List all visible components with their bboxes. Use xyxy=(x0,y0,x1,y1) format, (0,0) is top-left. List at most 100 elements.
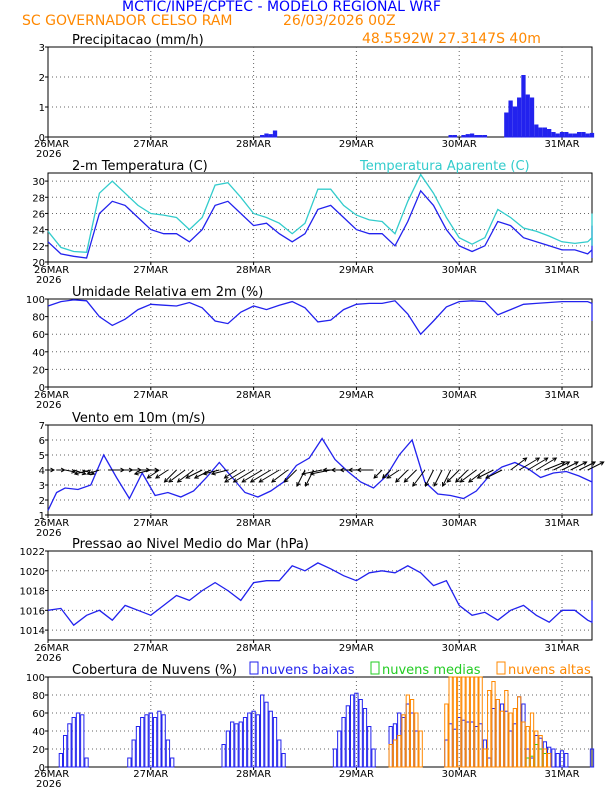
clouds-bar-nuvens-baixas xyxy=(62,735,68,768)
wind-vector-head xyxy=(50,467,56,473)
clouds-bar-nuvens-baixas xyxy=(255,714,261,768)
wind-vector xyxy=(544,461,566,471)
clouds-bar-nuvens-baixas xyxy=(277,739,282,768)
precip-bar-Precipitacao xyxy=(577,132,582,138)
wind-vector-head xyxy=(455,478,460,483)
wind-vector xyxy=(177,469,194,483)
clouds-bar-nuvens-baixas xyxy=(551,748,556,768)
wind-y-tick-label: 7 xyxy=(39,421,45,432)
wind-vector-head xyxy=(356,467,362,473)
wind-y-tick-label: 3 xyxy=(39,481,45,492)
clouds-y-tick-label: 100 xyxy=(26,673,45,684)
wind-vector xyxy=(382,469,392,479)
precip-bar-Precipitacao xyxy=(572,133,578,138)
wind-vector-head xyxy=(339,467,345,473)
wind-vector xyxy=(211,469,229,475)
wind-vector xyxy=(250,469,271,483)
pressure-y-tick-label: 1016 xyxy=(20,606,45,617)
temp-series-line-Temperatura-Aparente-C- xyxy=(47,173,593,253)
rh-y-tick-label: 0 xyxy=(39,383,45,394)
temp-x-tick-label: 27MAR xyxy=(133,265,168,276)
clouds-bar-nuvens-baixas xyxy=(165,739,171,768)
wind-vector xyxy=(468,469,486,483)
precip-bar-Precipitacao xyxy=(585,133,590,138)
wind-vector xyxy=(455,469,469,483)
wind-vector xyxy=(73,469,86,475)
clouds-bar-nuvens-baixas xyxy=(80,714,85,768)
wind-vector xyxy=(310,469,331,475)
clouds-bar-nuvens-baixas xyxy=(559,750,565,768)
wind-vector-head xyxy=(591,461,597,466)
wind-vector-head xyxy=(347,467,353,473)
wind-vector-head xyxy=(241,478,247,483)
wind-y-tick-label: 1 xyxy=(39,511,45,522)
clouds-bar-nuvens-altas xyxy=(457,676,462,768)
wind-vector-head xyxy=(232,478,238,483)
clouds-bar-nuvens-baixas xyxy=(148,712,153,768)
precip-x-tick-label: 26MAR xyxy=(34,139,69,150)
wind-vector xyxy=(87,469,100,475)
wind-x-tick-label: 28MAR xyxy=(236,518,271,529)
wind-vector-head xyxy=(210,470,216,476)
wind-vector-head xyxy=(485,474,491,479)
wind-vector xyxy=(561,461,579,471)
wind-vector-head xyxy=(223,474,229,479)
wind-vector xyxy=(203,469,220,475)
wind-vector-head xyxy=(163,478,169,483)
temp-x-tick-label: 31MAR xyxy=(544,265,579,276)
wind-vector xyxy=(155,469,169,479)
clouds-x-tick-label: 31MAR xyxy=(544,769,579,780)
clouds-bar-nuvens-altas xyxy=(465,676,470,768)
clouds-bar-nuvens-baixas xyxy=(589,748,595,768)
precip-x-tick-label: 29MAR xyxy=(339,139,374,150)
wind-vector xyxy=(74,469,91,475)
clouds-bar-nuvens-altas xyxy=(452,676,458,768)
wind-vector xyxy=(164,469,177,483)
wind-vector xyxy=(412,469,426,487)
clouds-bar-nuvens-baixas xyxy=(341,717,346,768)
wind-vector xyxy=(404,469,417,483)
precip-bar-Precipitacao xyxy=(568,133,573,138)
clouds-bar-nuvens-baixas xyxy=(157,710,162,768)
clouds-x-year-label: 2026 xyxy=(36,779,61,790)
wind-vector xyxy=(536,457,557,471)
temp-y-tick-label: 28 xyxy=(32,193,45,204)
precip-bar-Precipitacao xyxy=(529,97,535,138)
wind-vector xyxy=(578,461,596,471)
rh-y-tick-label: 60 xyxy=(32,330,45,341)
wind-vector xyxy=(259,469,280,483)
clouds-bar-nuvens-altas xyxy=(499,710,505,768)
wind-vector xyxy=(134,469,151,475)
wind-series-line-Vento-em-10m xyxy=(47,437,593,514)
temp-legend-apparent: Temperatura Aparente (C) xyxy=(359,159,530,174)
wind-vector-head xyxy=(573,461,579,466)
wind-vector-head xyxy=(176,478,182,483)
clouds-y-tick-label: 20 xyxy=(32,745,45,756)
wind-vector-head xyxy=(543,457,549,462)
precip-bar-Precipitacao xyxy=(268,134,273,138)
clouds-bar-nuvens-baixas xyxy=(354,692,359,768)
clouds-y-tick-label: 40 xyxy=(32,727,45,738)
wind-vector-head xyxy=(146,474,152,479)
wind-vector-head xyxy=(535,457,541,462)
wind-vector-head xyxy=(459,478,465,483)
clouds-bar-nuvens-baixas xyxy=(75,712,81,768)
wind-vector-head xyxy=(522,457,528,462)
precip-bar-Precipitacao xyxy=(521,75,526,138)
clouds-x-tick-label: 30MAR xyxy=(442,769,477,780)
wind-vector xyxy=(587,461,604,471)
precip-bar-Precipitacao xyxy=(465,134,470,138)
clouds-bar-nuvens-baixas xyxy=(281,753,286,768)
temp-x-tick-label: 28MAR xyxy=(236,265,271,276)
temp-x-tick-label: 29MAR xyxy=(339,265,374,276)
temp-x-year-label: 2026 xyxy=(36,275,61,286)
wind-vector xyxy=(518,457,540,471)
pressure-x-tick-label: 31MAR xyxy=(544,643,579,654)
clouds-bar-nuvens-baixas xyxy=(272,717,278,768)
clouds-bar-nuvens-altas xyxy=(461,676,466,768)
wind-vector xyxy=(477,469,494,479)
wind-vector-head xyxy=(330,467,336,473)
clouds-bar-nuvens-altas xyxy=(529,712,535,768)
precip-bar-Precipitacao xyxy=(589,132,595,138)
